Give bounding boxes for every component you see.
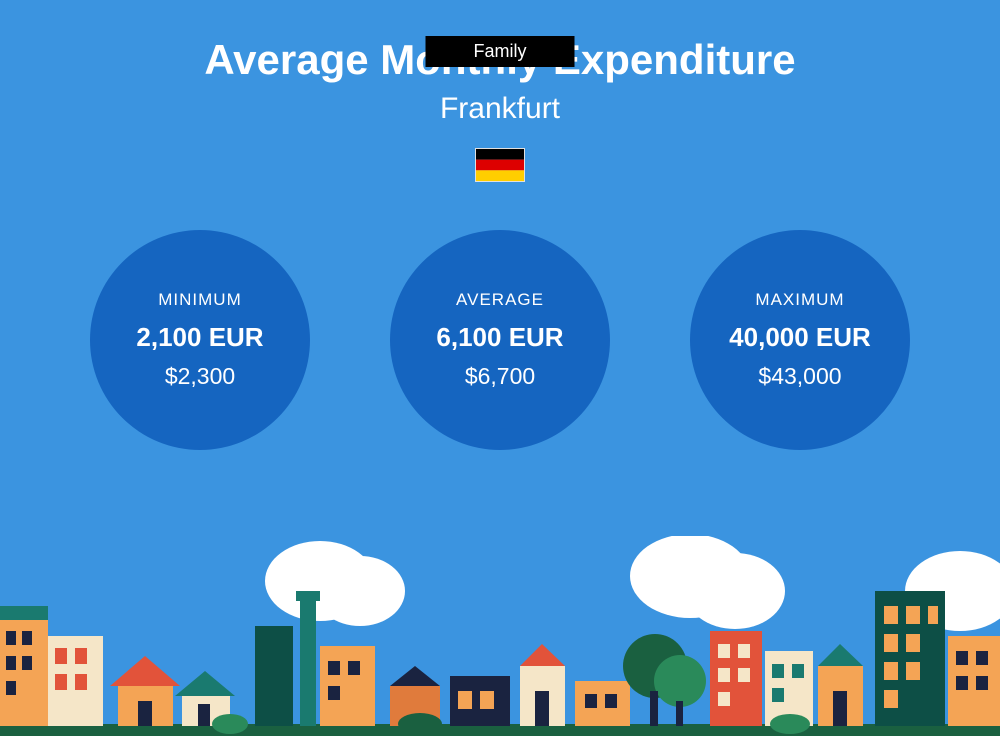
stat-label: MAXIMUM [755,290,844,310]
stat-primary-value: 6,100 EUR [436,322,563,353]
stat-primary-value: 2,100 EUR [136,322,263,353]
stat-secondary-value: $6,700 [465,363,535,390]
stat-maximum: MAXIMUM 40,000 EUR $43,000 [690,230,910,450]
stat-primary-value: 40,000 EUR [729,322,871,353]
cityscape-illustration [0,536,1000,736]
stat-minimum: MINIMUM 2,100 EUR $2,300 [90,230,310,450]
stat-average: AVERAGE 6,100 EUR $6,700 [390,230,610,450]
stats-row: MINIMUM 2,100 EUR $2,300 AVERAGE 6,100 E… [0,230,1000,450]
stat-secondary-value: $2,300 [165,363,235,390]
stat-label: MINIMUM [158,290,241,310]
stat-secondary-value: $43,000 [758,363,841,390]
stat-label: AVERAGE [456,290,544,310]
germany-flag-icon [475,148,525,182]
category-tab: Family [426,36,575,67]
city-subtitle: Frankfurt [0,92,1000,126]
